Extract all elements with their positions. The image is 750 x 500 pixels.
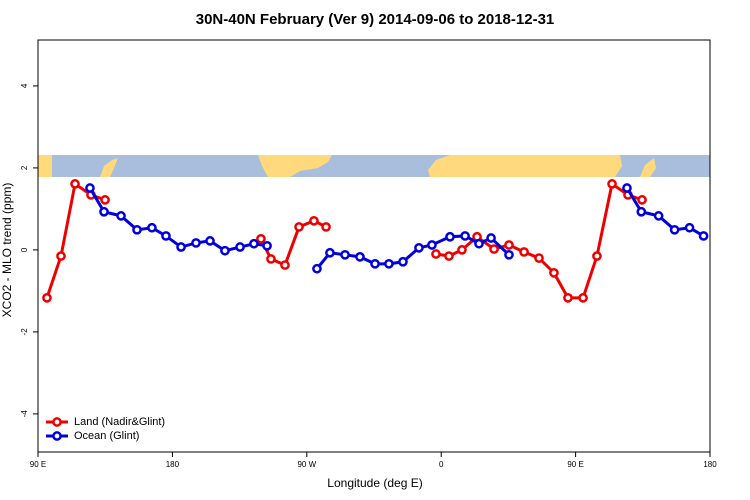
legend-label: Ocean (Glint) bbox=[74, 430, 139, 442]
point bbox=[294, 222, 304, 232]
point bbox=[684, 222, 695, 233]
series-line bbox=[45, 181, 643, 300]
point bbox=[56, 251, 66, 261]
point bbox=[249, 238, 259, 249]
point bbox=[637, 195, 647, 205]
point bbox=[70, 179, 80, 189]
legend-marker bbox=[52, 431, 62, 441]
map-strip bbox=[38, 155, 710, 177]
point bbox=[42, 293, 52, 303]
point bbox=[309, 215, 319, 226]
y-tick-label: -2 bbox=[20, 328, 29, 336]
point bbox=[474, 238, 484, 249]
series-line bbox=[88, 187, 705, 270]
x-axis-label: Longitude (deg E) bbox=[327, 476, 422, 490]
point bbox=[99, 206, 109, 217]
point bbox=[669, 224, 680, 235]
x-tick-label: 180 bbox=[166, 460, 180, 469]
point bbox=[486, 233, 496, 243]
point bbox=[563, 293, 573, 303]
point bbox=[100, 195, 110, 205]
point bbox=[384, 258, 394, 269]
x-tick-label: 90 W bbox=[297, 460, 316, 469]
point bbox=[312, 263, 322, 274]
point bbox=[460, 231, 470, 241]
point bbox=[607, 179, 617, 189]
point bbox=[427, 240, 437, 250]
point bbox=[534, 253, 544, 263]
chart-title: 30N-40N February (Ver 9) 2014-09-06 to 2… bbox=[196, 11, 555, 28]
point bbox=[578, 293, 588, 303]
x-tick-label: 90 E bbox=[567, 460, 583, 469]
point bbox=[414, 242, 424, 253]
point bbox=[325, 247, 335, 258]
plot-frame bbox=[37, 39, 711, 453]
point bbox=[622, 183, 632, 193]
point bbox=[161, 231, 171, 241]
point bbox=[321, 222, 331, 232]
point bbox=[266, 254, 276, 264]
legend-marker bbox=[52, 417, 62, 427]
point bbox=[280, 260, 290, 270]
point bbox=[457, 245, 467, 255]
point bbox=[444, 251, 454, 261]
y-tick-label: -4 bbox=[20, 410, 29, 418]
legend-label: Land (Nadir&Glint) bbox=[74, 416, 165, 428]
point bbox=[262, 240, 272, 251]
point bbox=[653, 211, 664, 221]
x-tick-label: 180 bbox=[703, 460, 717, 469]
x-tick-label: 0 bbox=[439, 460, 444, 469]
y-tick-label: 4 bbox=[20, 83, 29, 88]
point bbox=[191, 238, 201, 248]
point bbox=[445, 231, 455, 242]
point bbox=[549, 268, 559, 278]
point bbox=[504, 240, 514, 250]
point bbox=[85, 183, 95, 193]
point bbox=[398, 256, 408, 267]
point bbox=[489, 244, 499, 254]
point bbox=[176, 242, 186, 252]
y-tick-label: 2 bbox=[20, 165, 29, 170]
point bbox=[116, 211, 126, 221]
point bbox=[519, 247, 529, 257]
point bbox=[431, 249, 441, 259]
point bbox=[132, 224, 142, 235]
point bbox=[504, 249, 514, 260]
y-tick-label: 0 bbox=[20, 247, 29, 252]
point bbox=[256, 233, 266, 244]
point bbox=[355, 252, 365, 262]
point bbox=[698, 231, 709, 241]
point bbox=[205, 236, 215, 246]
point bbox=[340, 249, 350, 260]
y-axis-label: XCO2 - MLO trend (ppm) bbox=[0, 183, 14, 318]
point bbox=[370, 258, 380, 269]
point bbox=[220, 245, 230, 256]
x-tick-label: 90 E bbox=[30, 460, 46, 469]
point bbox=[636, 206, 647, 217]
point bbox=[235, 242, 245, 252]
point bbox=[147, 222, 157, 233]
point bbox=[592, 251, 602, 261]
